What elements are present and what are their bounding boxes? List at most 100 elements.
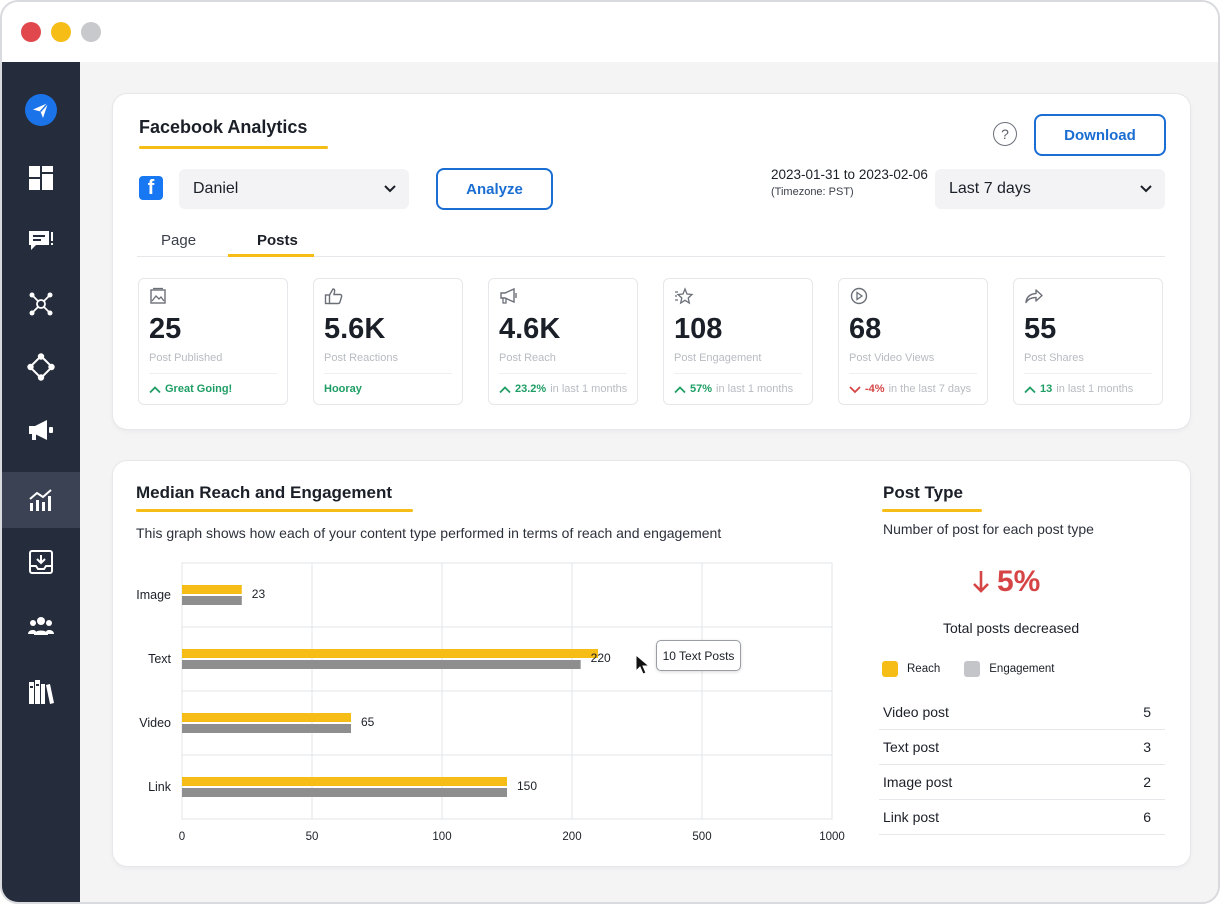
median-title-underline — [136, 509, 413, 512]
median-description: This graph shows how each of your conten… — [136, 525, 722, 541]
stat-card-post-reach[interactable]: 4.6K Post Reach 23.2% in last 1 months — [488, 278, 638, 405]
sidebar-item-connections[interactable] — [2, 339, 80, 395]
chart-tooltip: 10 Text Posts — [656, 640, 741, 671]
sidebar-item-network[interactable] — [2, 276, 80, 332]
play-circle-icon — [850, 287, 868, 305]
stat-footer-text: in last 1 months — [550, 383, 628, 395]
sidebar-item-dashboard[interactable] — [2, 150, 80, 206]
stat-footer: 57% in last 1 months — [674, 383, 793, 395]
stat-card-post-engagement[interactable]: 108 Post Engagement 57% in last 1 months — [663, 278, 813, 405]
stat-card-post-shares[interactable]: 55 Post Shares 13 in last 1 months — [1013, 278, 1163, 405]
title-bar — [2, 2, 1218, 62]
minimize-window-button[interactable] — [51, 22, 71, 42]
connection-diamond-icon — [27, 353, 55, 381]
stat-footer-text: in last 1 months — [1056, 383, 1134, 395]
tabs-divider — [137, 256, 1165, 257]
post-type-title: Post Type — [883, 483, 963, 502]
stat-footer: Great Going! — [149, 383, 232, 395]
stat-value: 4.6K — [499, 313, 561, 345]
date-range: 2023-01-31 to 2023-02-06 — [771, 167, 928, 182]
post-type-count: 6 — [1143, 809, 1151, 825]
post-change-value: 5% — [997, 565, 1041, 598]
thumbs-up-icon — [324, 288, 343, 305]
post-type-row: Text post 3 — [879, 730, 1165, 765]
stat-footer-value: Great Going! — [165, 383, 233, 395]
share-arrow-icon — [1025, 289, 1043, 304]
post-type-count: 5 — [1143, 704, 1151, 720]
sidebar-item-campaigns[interactable] — [2, 402, 80, 458]
library-books-icon — [29, 680, 54, 704]
post-type-row: Image post 2 — [879, 765, 1165, 800]
stat-value: 68 — [849, 313, 882, 345]
y-category-label: Text — [148, 652, 171, 666]
sparkle-star-icon — [675, 287, 694, 305]
legend-label-reach: Reach — [907, 663, 941, 675]
x-tick-label: 200 — [562, 831, 581, 843]
bar-reach-link — [182, 777, 507, 786]
stat-card-post-published[interactable]: 25 Post Published Great Going! — [138, 278, 288, 405]
sidebar-item-messages[interactable] — [2, 213, 80, 269]
sidebar-item-library[interactable] — [2, 664, 80, 720]
legend-swatch-engagement — [964, 661, 981, 677]
post-type-count: 2 — [1143, 774, 1151, 790]
legend-swatch-reach — [882, 661, 898, 677]
sidebar-item-team[interactable] — [2, 598, 80, 654]
stat-divider — [499, 373, 627, 374]
bar-value-label: 220 — [591, 651, 611, 665]
analytics-chart-icon — [29, 489, 52, 511]
stat-footer: 13 in last 1 months — [1024, 383, 1133, 395]
stat-footer-text: in the last 7 days — [888, 383, 972, 395]
account-select[interactable]: Daniel — [179, 169, 409, 209]
reach-engagement-chart: 0 50 100 200 500 1000 Image 23 Text 220 Video 65 Lin… — [136, 562, 845, 843]
page-title: Facebook Analytics — [139, 117, 308, 137]
help-button[interactable]: ? — [993, 122, 1017, 146]
network-nodes-icon — [29, 292, 53, 316]
sidebar-item-inbox[interactable] — [2, 534, 80, 590]
stat-value: 25 — [149, 313, 182, 345]
post-change-caption: Total posts decreased — [943, 620, 1080, 636]
legend-label-engagement: Engagement — [989, 663, 1055, 675]
stat-card-post-video-views[interactable]: 68 Post Video Views -4% in the last 7 da… — [838, 278, 988, 405]
megaphone-icon — [29, 420, 53, 440]
timezone-label: (Timezone: PST) — [771, 186, 854, 198]
stat-card-post-reactions[interactable]: 5.6K Post Reactions Hooray — [313, 278, 463, 405]
title-underline — [139, 146, 328, 149]
post-type-row: Video post 5 — [879, 695, 1165, 730]
tab-posts[interactable]: Posts — [257, 232, 298, 249]
megaphone-icon — [500, 287, 517, 304]
x-tick-label: 0 — [179, 831, 185, 843]
sidebar-item-home[interactable] — [2, 82, 80, 138]
tab-page[interactable]: Page — [161, 232, 197, 249]
stat-value: 108 — [674, 313, 723, 345]
post-type-title-underline — [882, 509, 982, 512]
arrow-down-icon — [973, 571, 989, 593]
stat-footer-value: -4% — [865, 383, 885, 395]
inbox-download-icon — [29, 550, 53, 574]
bar-reach-text — [182, 649, 598, 658]
chevron-up-icon — [149, 385, 161, 393]
analyze-button[interactable]: Analyze — [436, 168, 553, 210]
chevron-down-icon — [384, 185, 396, 193]
x-tick-label: 1000 — [819, 831, 845, 843]
bar-engagement-text — [182, 660, 581, 669]
period-select-value: Last 7 days — [949, 180, 1031, 197]
close-window-button[interactable] — [21, 22, 41, 42]
stat-footer: 23.2% in last 1 months — [499, 383, 627, 395]
sidebar-item-analytics[interactable] — [2, 472, 80, 528]
period-select[interactable]: Last 7 days — [935, 169, 1165, 209]
x-tick-label: 500 — [692, 831, 711, 843]
y-category-label: Video — [139, 716, 171, 730]
stat-footer: -4% in the last 7 days — [849, 383, 971, 395]
stat-footer-value: 13 — [1040, 383, 1053, 395]
post-type-row: Link post 6 — [879, 800, 1165, 835]
stat-footer-value: 23.2% — [515, 383, 547, 395]
x-tick-label: 100 — [432, 831, 451, 843]
median-title: Median Reach and Engagement — [136, 483, 392, 502]
download-button[interactable]: Download — [1034, 114, 1166, 156]
stat-footer-value: Hooray — [324, 383, 362, 395]
team-users-icon — [28, 617, 54, 635]
y-category-label: Link — [148, 780, 172, 794]
chevron-up-icon — [1024, 385, 1036, 393]
zoom-window-button[interactable] — [81, 22, 101, 42]
bar-engagement-video — [182, 724, 351, 733]
